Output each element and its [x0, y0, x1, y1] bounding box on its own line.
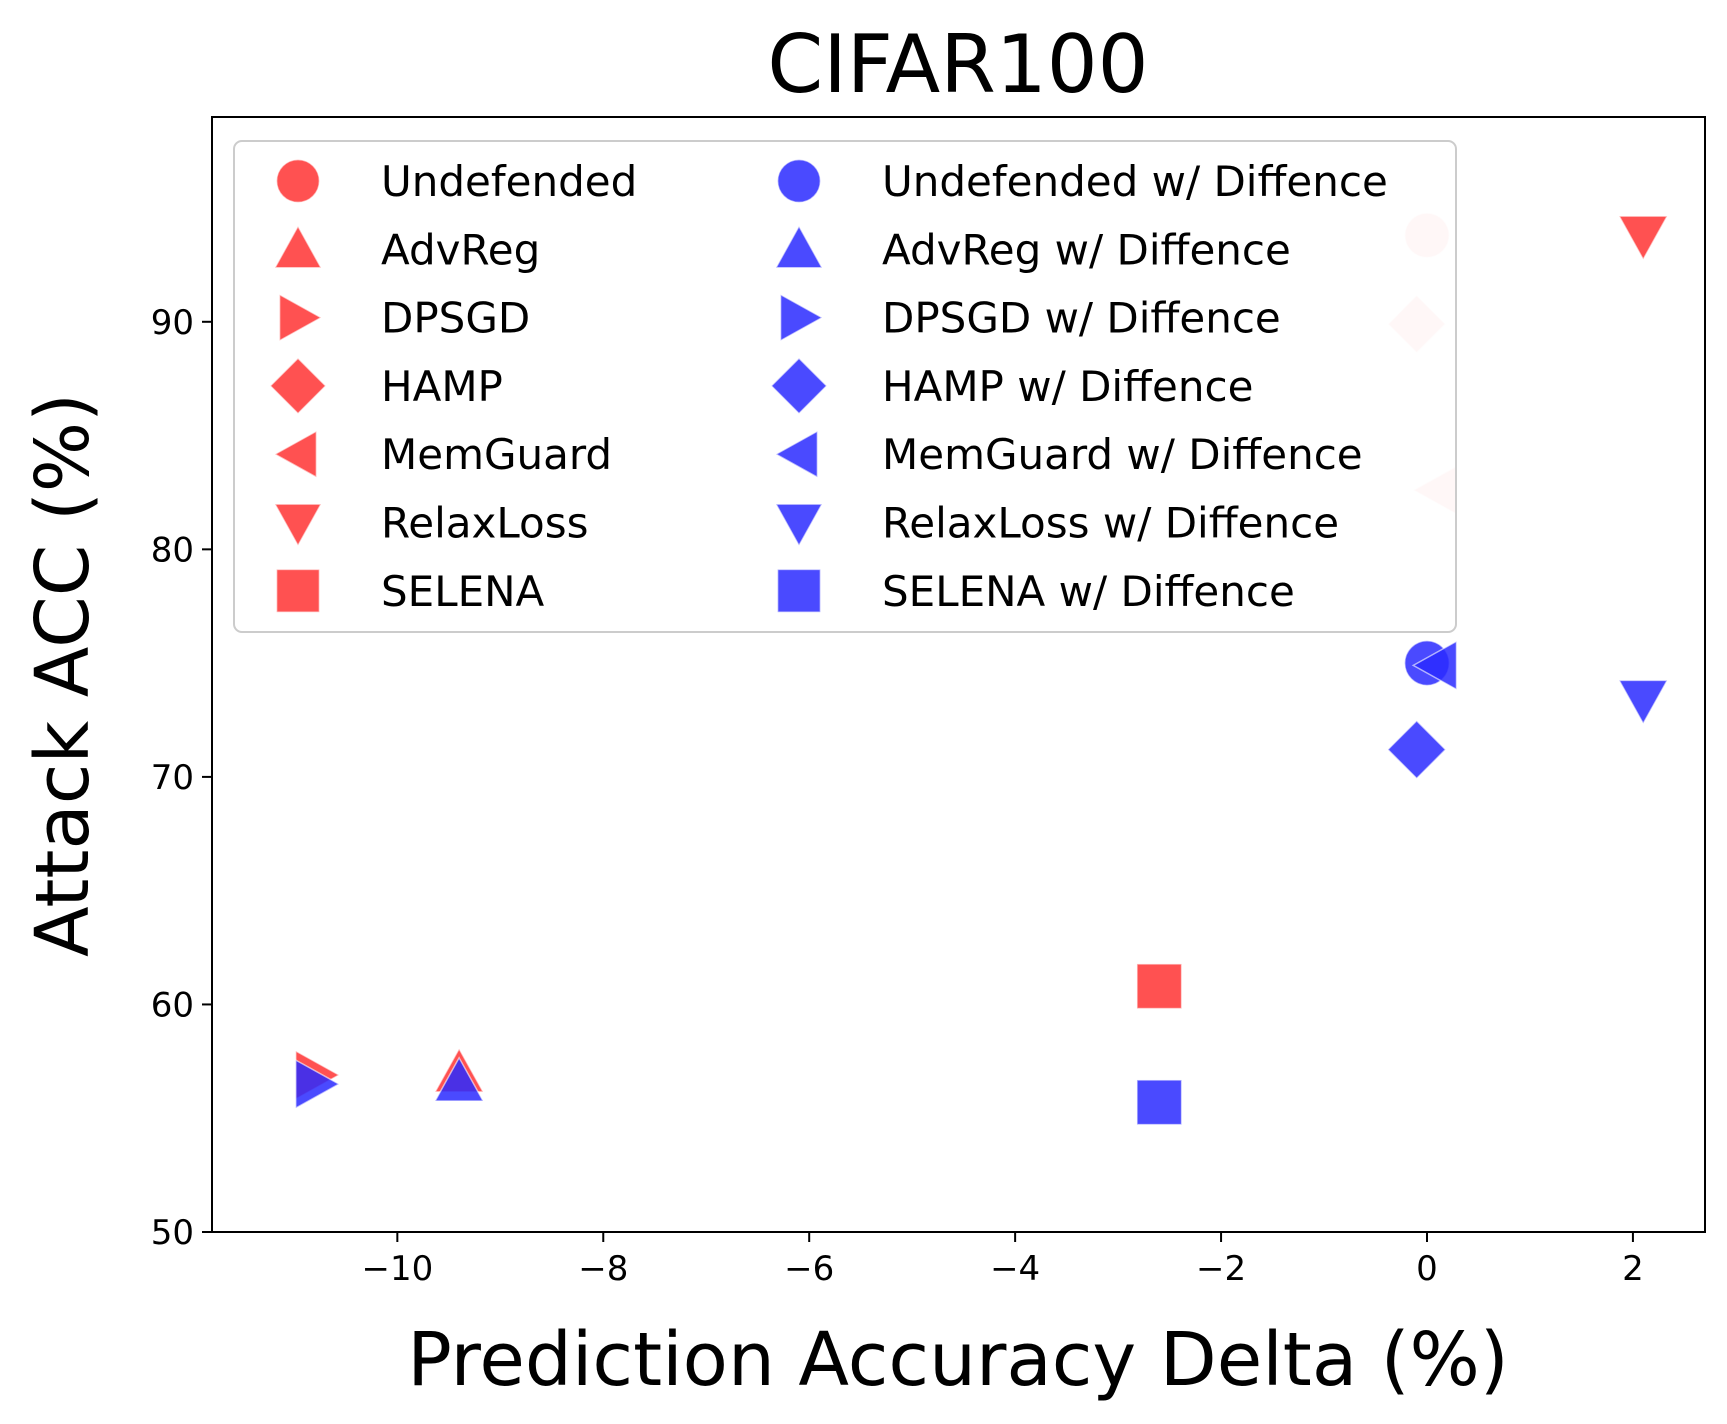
y-axis-ticks: 50 60 70 80 90	[151, 303, 212, 1253]
legend-marker-advreg	[273, 224, 323, 269]
legend-marker-advreg-with-diffence	[774, 224, 824, 269]
legend-label-dpsgd-with-diffence: DPSGD w/ Diffence	[882, 294, 1281, 343]
legend-label-undefended: Undefended	[381, 157, 637, 206]
legend: Undefended AdvReg DPSGD HAMP MemGuard RelaxLo…	[233, 140, 1457, 633]
legend-marker-undefended	[275, 158, 321, 204]
x-axis-ticks: −10 −8 −6 −4 −2 0 2	[361, 1232, 1644, 1289]
legend-marker-memguard-with-diffence	[774, 429, 819, 479]
y-tick-label: 70	[151, 758, 194, 798]
legend-label-undefended-with-diffence: Undefended w/ Diffence	[882, 157, 1388, 206]
point-hamp-with-diffence	[1386, 719, 1447, 780]
point-relaxloss	[1617, 215, 1669, 261]
x-axis-label: Prediction Accuracy Delta (%)	[407, 1317, 1509, 1403]
legend-label-hamp: HAMP	[381, 362, 503, 411]
x-tick-label: −8	[578, 1249, 628, 1289]
legend-box	[233, 140, 1457, 633]
x-tick-label: −10	[361, 1249, 433, 1289]
point-dpsgd-with-diffence	[295, 1058, 341, 1110]
y-tick-label: 50	[151, 1213, 194, 1253]
plot-frame	[211, 116, 1706, 1233]
point-memguard-with-diffence	[1411, 640, 1458, 691]
x-tick-label: 0	[1416, 1249, 1438, 1289]
y-tick-label: 60	[151, 985, 194, 1025]
legend-label-advreg-with-diffence: AdvReg w/ Diffence	[882, 225, 1291, 274]
legend-label-hamp-with-diffence: HAMP w/ Diffence	[882, 362, 1253, 411]
point-advreg-with-diffence	[433, 1056, 485, 1102]
x-tick-label: −4	[990, 1249, 1040, 1289]
x-tick-label: −6	[784, 1249, 834, 1289]
legend-label-dpsgd: DPSGD	[381, 294, 530, 343]
legend-marker-dpsgd	[278, 293, 323, 342]
legend-label-relaxloss-with-diffence: RelaxLoss w/ Diffence	[882, 499, 1339, 548]
y-tick-label: 80	[151, 530, 194, 570]
legend-marker-relaxloss	[273, 503, 323, 548]
legend-label-advreg: AdvReg	[381, 225, 540, 274]
legend-marker-undefended-with-diffence	[776, 158, 822, 204]
chart-title: CIFAR100	[767, 18, 1148, 111]
legend-marker-relaxloss-with-diffence	[774, 503, 824, 548]
legend-label-memguard: MemGuard	[381, 430, 612, 479]
legend-label-selena-with-diffence: SELENA w/ Diffence	[882, 567, 1295, 616]
y-axis-label: Attack ACC (%)	[20, 393, 106, 957]
y-tick-label: 90	[151, 303, 194, 343]
x-tick-label: 2	[1622, 1249, 1644, 1289]
legend-label-relaxloss: RelaxLoss	[381, 499, 589, 548]
legend-marker-dpsgd-with-diffence	[779, 293, 824, 342]
legend-marker-memguard	[273, 429, 318, 479]
legend-marker-selena-with-diffence	[776, 568, 822, 613]
x-tick-label: −2	[1196, 1249, 1246, 1289]
legend-marker-hamp-with-diffence	[770, 357, 828, 415]
legend-label-memguard-with-diffence: MemGuard w/ Diffence	[882, 430, 1363, 479]
legend-marker-selena	[275, 568, 321, 613]
point-selena	[1136, 963, 1183, 1010]
point-relaxloss-with-diffence	[1617, 679, 1669, 726]
point-selena-with-diffence	[1136, 1079, 1183, 1126]
legend-marker-hamp	[269, 357, 327, 415]
legend-label-selena: SELENA	[381, 567, 545, 616]
